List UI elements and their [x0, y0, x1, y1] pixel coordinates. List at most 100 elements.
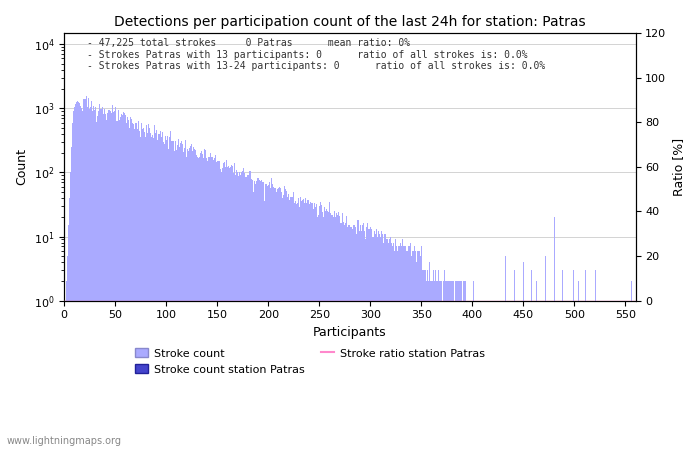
- Bar: [420, 256, 421, 450]
- Bar: [194, 149, 195, 450]
- Bar: [303, 199, 304, 450]
- Bar: [333, 217, 334, 450]
- Bar: [490, 301, 491, 450]
- X-axis label: Participants: Participants: [313, 326, 386, 339]
- Bar: [631, 281, 632, 450]
- Bar: [294, 203, 295, 450]
- Bar: [443, 281, 444, 450]
- Bar: [321, 205, 322, 450]
- Bar: [179, 148, 180, 450]
- Bar: [273, 187, 274, 450]
- Bar: [340, 224, 341, 450]
- Bar: [344, 225, 345, 450]
- Bar: [445, 281, 447, 450]
- Bar: [450, 281, 452, 450]
- Bar: [488, 301, 489, 450]
- Bar: [384, 234, 385, 450]
- Bar: [224, 162, 225, 450]
- Bar: [162, 142, 164, 450]
- Bar: [385, 234, 386, 450]
- Bar: [116, 122, 117, 450]
- Bar: [433, 270, 434, 450]
- Bar: [92, 112, 93, 450]
- Bar: [184, 148, 185, 450]
- Bar: [329, 202, 330, 450]
- Bar: [473, 281, 474, 450]
- Bar: [354, 225, 356, 450]
- Bar: [554, 217, 556, 450]
- Bar: [312, 203, 313, 450]
- Bar: [68, 225, 69, 450]
- Bar: [458, 281, 460, 450]
- Bar: [482, 301, 483, 450]
- Bar: [286, 191, 287, 450]
- Bar: [242, 171, 243, 450]
- Bar: [379, 234, 380, 450]
- Bar: [204, 149, 205, 450]
- Bar: [189, 148, 190, 450]
- Bar: [345, 224, 346, 450]
- Bar: [476, 301, 477, 450]
- Bar: [324, 207, 325, 450]
- Bar: [452, 281, 454, 450]
- Bar: [440, 281, 441, 450]
- Bar: [142, 129, 144, 450]
- Bar: [248, 176, 249, 450]
- Bar: [414, 251, 416, 450]
- Bar: [91, 101, 92, 450]
- Bar: [483, 301, 484, 450]
- Bar: [392, 247, 393, 450]
- Bar: [141, 123, 142, 450]
- Bar: [76, 102, 77, 450]
- Bar: [225, 167, 226, 450]
- Bar: [207, 161, 209, 450]
- Bar: [89, 109, 90, 450]
- Bar: [239, 172, 240, 450]
- Bar: [275, 188, 276, 450]
- Bar: [190, 146, 191, 450]
- Bar: [442, 301, 443, 450]
- Bar: [367, 224, 368, 450]
- Bar: [173, 141, 174, 450]
- Bar: [102, 107, 104, 450]
- Bar: [428, 281, 429, 450]
- Bar: [205, 150, 206, 450]
- Bar: [274, 188, 275, 450]
- Bar: [334, 211, 335, 450]
- Bar: [216, 162, 217, 450]
- Bar: [432, 281, 433, 450]
- Bar: [466, 301, 467, 450]
- Bar: [86, 96, 87, 450]
- Bar: [214, 158, 215, 450]
- Bar: [382, 234, 383, 450]
- Bar: [109, 111, 111, 450]
- Bar: [81, 108, 82, 450]
- Bar: [349, 225, 351, 450]
- Bar: [578, 281, 579, 450]
- Bar: [272, 184, 273, 450]
- Bar: [471, 301, 472, 450]
- Bar: [372, 237, 373, 450]
- Bar: [467, 301, 468, 450]
- Bar: [492, 301, 493, 450]
- Bar: [145, 136, 146, 450]
- Bar: [422, 270, 423, 450]
- Bar: [377, 237, 378, 450]
- Bar: [182, 144, 183, 450]
- Bar: [158, 134, 160, 450]
- Bar: [352, 229, 354, 450]
- Bar: [389, 239, 390, 450]
- Bar: [126, 123, 127, 450]
- Bar: [198, 158, 200, 450]
- Bar: [150, 133, 151, 450]
- Bar: [298, 198, 300, 450]
- Bar: [115, 107, 116, 450]
- Bar: [531, 270, 532, 450]
- Bar: [322, 212, 323, 450]
- Bar: [188, 151, 189, 450]
- Bar: [369, 229, 370, 450]
- Bar: [339, 216, 340, 450]
- Bar: [278, 188, 279, 450]
- Bar: [378, 231, 379, 450]
- Bar: [449, 281, 450, 450]
